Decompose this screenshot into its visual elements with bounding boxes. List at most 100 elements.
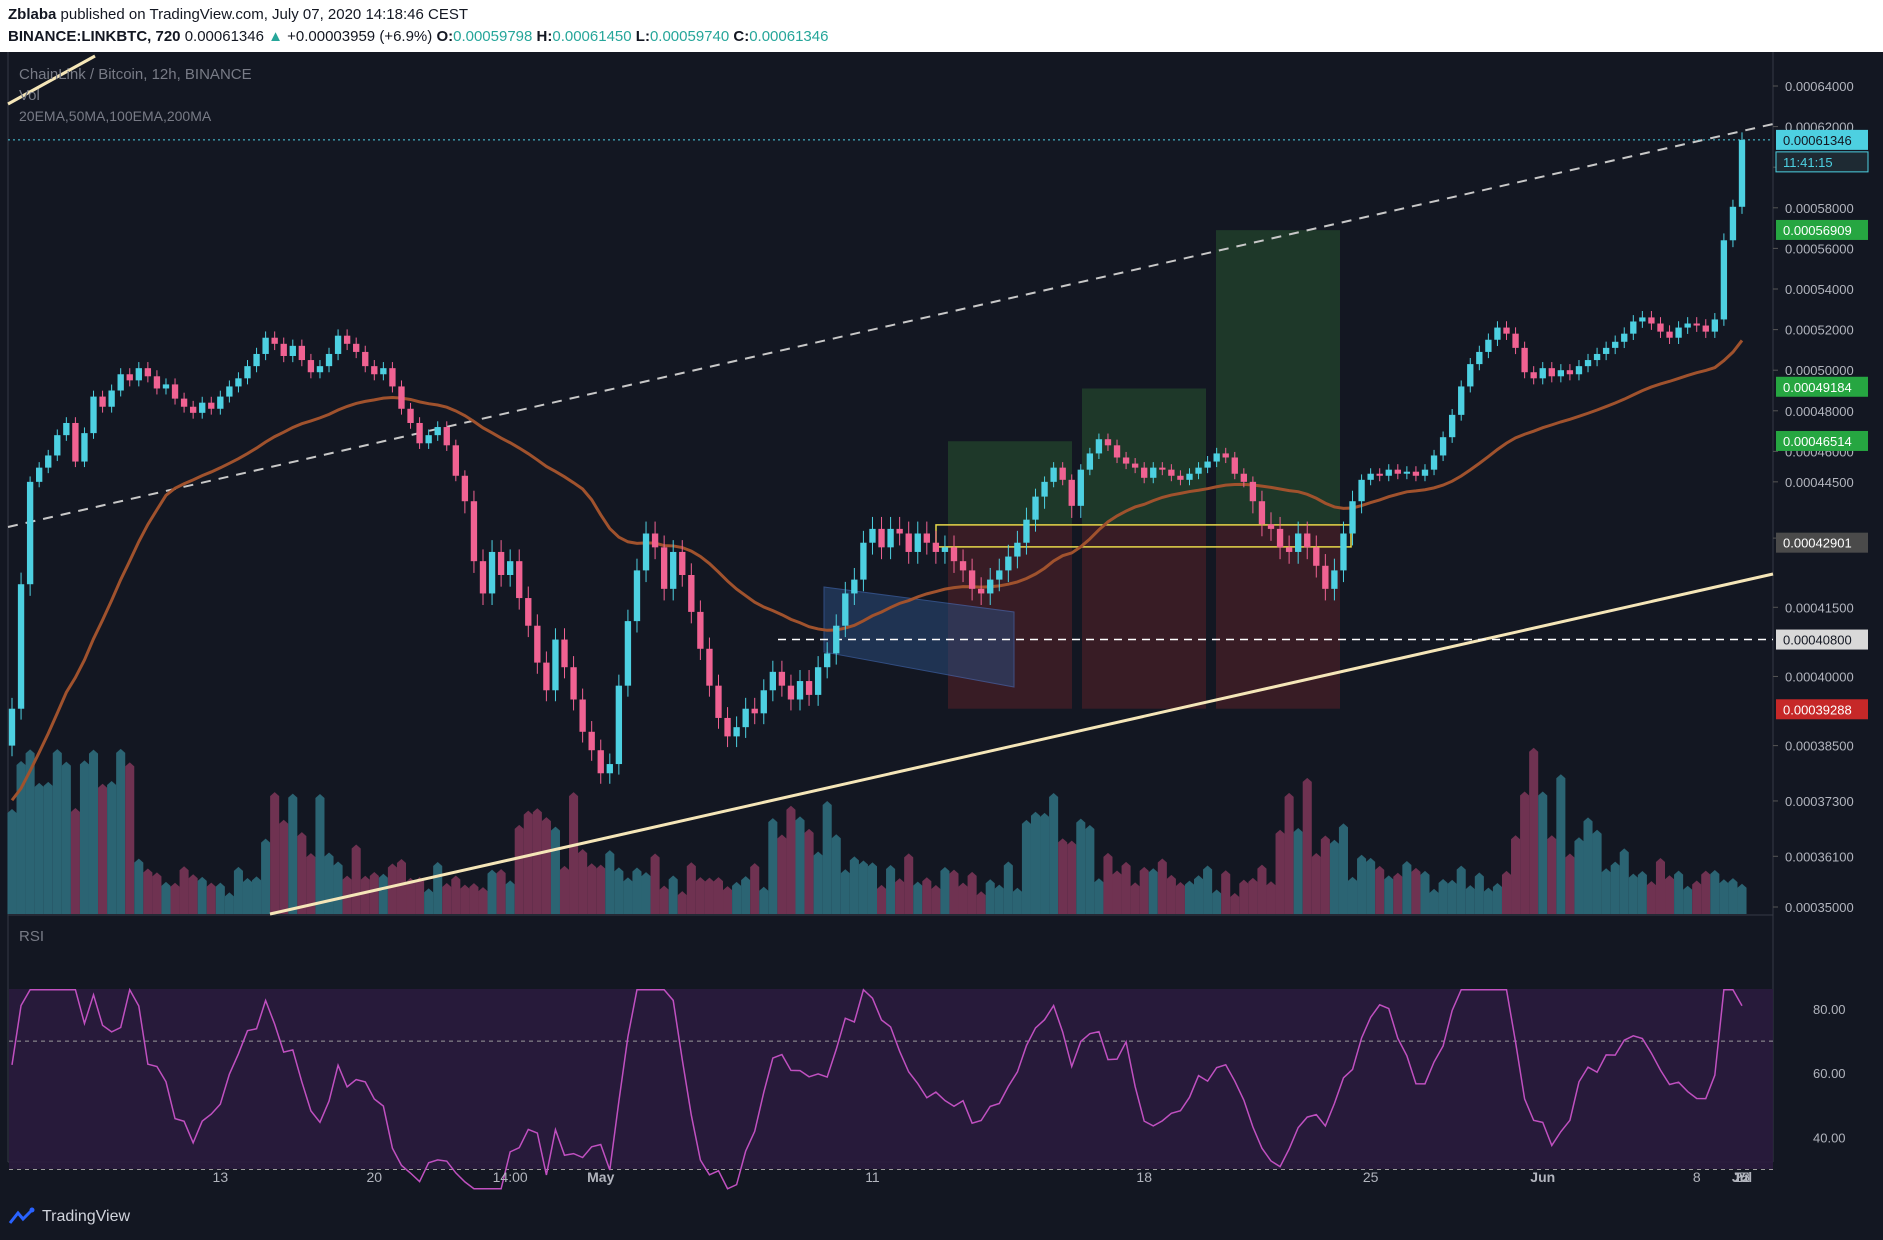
candle-body bbox=[561, 639, 568, 668]
volume-bar bbox=[514, 824, 524, 914]
candle-body bbox=[63, 422, 70, 436]
candle-body bbox=[1394, 469, 1401, 474]
candle-body bbox=[1666, 331, 1673, 338]
volume-bar bbox=[632, 867, 642, 914]
candle-body bbox=[1494, 327, 1501, 340]
volume-bar bbox=[342, 875, 352, 914]
volume-bar bbox=[478, 887, 488, 914]
price-tick-label: 0.00064000 bbox=[1785, 79, 1854, 94]
volume-bar bbox=[1628, 873, 1638, 914]
candle-body bbox=[1548, 368, 1555, 377]
price-tick-label: 0.00050000 bbox=[1785, 363, 1854, 378]
candle-body bbox=[1258, 501, 1266, 525]
candle-body bbox=[851, 579, 858, 594]
candle-body bbox=[697, 611, 704, 649]
volume-bar bbox=[569, 792, 579, 914]
candle-body bbox=[26, 481, 34, 585]
candle-body bbox=[506, 561, 514, 575]
candle-body bbox=[552, 639, 559, 691]
candle-body bbox=[597, 750, 604, 774]
volume-bar bbox=[650, 853, 660, 914]
candle-body bbox=[380, 368, 387, 375]
volume-bar bbox=[614, 867, 624, 914]
volume-bar bbox=[1592, 829, 1602, 914]
price-badge-text: 11:41:15 bbox=[1783, 155, 1833, 170]
volume-bar bbox=[1529, 747, 1539, 914]
candle-body bbox=[778, 671, 786, 686]
candle-body bbox=[905, 533, 912, 552]
candle-body bbox=[1113, 445, 1121, 458]
volume-bar bbox=[1429, 888, 1439, 914]
candle-body bbox=[81, 433, 88, 462]
volume-bar bbox=[1148, 868, 1158, 914]
footer: TradingView bbox=[0, 1197, 1883, 1240]
volume-bar bbox=[1683, 885, 1693, 914]
volume-bar bbox=[451, 875, 461, 914]
candle-body bbox=[1476, 351, 1483, 365]
volume-bar bbox=[1338, 823, 1348, 914]
candle-body bbox=[787, 685, 795, 700]
candle-body bbox=[996, 570, 1003, 580]
chart-area[interactable]: 0.000640000.000620000.000600000.00058000… bbox=[0, 52, 1883, 1197]
candle-body bbox=[615, 685, 623, 765]
volume-bar bbox=[1692, 880, 1702, 914]
volume-bar bbox=[378, 873, 388, 914]
volume-bar bbox=[197, 876, 207, 914]
candle-body bbox=[1077, 469, 1084, 506]
chart-title: ChainLink / Bitcoin, 12h, BINANCE bbox=[19, 66, 252, 83]
volume-bar bbox=[1574, 837, 1584, 914]
rsi-tick-label: 80.00 bbox=[1813, 1002, 1846, 1017]
volume-bar bbox=[1320, 835, 1330, 914]
volume-bar bbox=[1284, 792, 1294, 914]
volume-bar bbox=[424, 888, 434, 914]
volume-bar bbox=[1230, 893, 1240, 914]
volume-bar bbox=[1049, 793, 1059, 914]
price-change: +0.00003959 (+6.9%) bbox=[287, 28, 433, 45]
volume-bar bbox=[1583, 817, 1593, 914]
volume-bar bbox=[469, 883, 479, 914]
price-badge-red bbox=[1776, 699, 1868, 720]
candle-body bbox=[461, 475, 469, 502]
volume-bar bbox=[768, 818, 778, 914]
candle-body bbox=[715, 685, 722, 718]
candle-body bbox=[90, 396, 97, 434]
candle-body bbox=[1557, 370, 1565, 377]
candle-body bbox=[1222, 453, 1229, 458]
volume-bar bbox=[1565, 853, 1575, 914]
candle-body bbox=[1095, 439, 1103, 454]
candle-body bbox=[1639, 317, 1646, 322]
chart-canvas[interactable]: 0.000640000.000620000.000600000.00058000… bbox=[0, 52, 1883, 1197]
author-name[interactable]: Zblaba bbox=[8, 6, 57, 23]
volume-bar bbox=[88, 749, 99, 914]
candle-body bbox=[1657, 323, 1664, 332]
candle-body bbox=[1421, 469, 1429, 476]
volume-bar bbox=[324, 852, 334, 914]
candle-body bbox=[425, 435, 432, 444]
candle-body bbox=[1295, 533, 1302, 552]
volume-bar bbox=[1012, 887, 1022, 914]
volume-bar bbox=[1637, 871, 1647, 914]
volume-bar bbox=[1366, 857, 1376, 914]
volume-bar bbox=[1212, 889, 1222, 914]
volume-bar bbox=[976, 891, 986, 914]
tradingview-logo[interactable]: TradingView bbox=[8, 1207, 130, 1227]
upper-trendline bbox=[7, 123, 1774, 528]
volume-bar bbox=[1257, 864, 1267, 914]
candle-body bbox=[162, 384, 170, 389]
candle-body bbox=[633, 570, 641, 622]
volume-bar bbox=[1130, 882, 1140, 914]
candle-body bbox=[670, 551, 677, 589]
volume-bar bbox=[1203, 865, 1213, 914]
candle-body bbox=[1240, 473, 1248, 482]
volume-bar bbox=[1021, 819, 1031, 914]
candle-body bbox=[724, 717, 731, 737]
candle-body bbox=[54, 435, 61, 456]
volume-bar bbox=[1701, 870, 1711, 914]
candle-body bbox=[869, 528, 876, 543]
price-badge-text: 0.00061346 bbox=[1783, 133, 1852, 148]
candle-body bbox=[1512, 333, 1519, 348]
candle-body bbox=[343, 335, 351, 344]
volume-bar bbox=[43, 781, 53, 914]
volume-bar bbox=[550, 826, 560, 914]
volume-bar bbox=[1492, 882, 1502, 914]
